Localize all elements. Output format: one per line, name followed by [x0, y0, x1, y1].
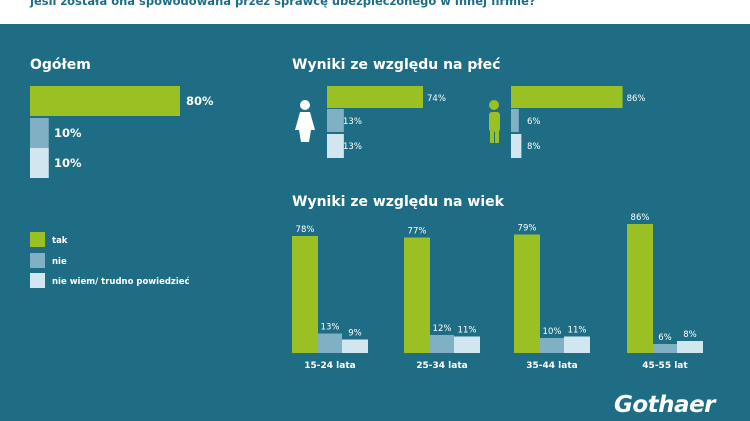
gender-title: Wyniki ze względu na płeć — [292, 57, 501, 73]
age-value-label-2-1: 10% — [543, 327, 562, 337]
legend-label-1: nie — [52, 257, 67, 267]
age-title: Wyniki ze względu na wiek — [292, 194, 504, 210]
age-bar-1-0 — [404, 237, 430, 353]
legend-swatch-0 — [30, 232, 45, 247]
age-value-label-0-2: 9% — [348, 329, 362, 339]
gender-bar-male-icon-1 — [511, 109, 519, 132]
age-category-label-0: 15-24 lata — [304, 361, 355, 371]
age-bar-2-2 — [564, 336, 590, 353]
overall-bar-2 — [30, 148, 49, 178]
overall-title: Ogółem — [30, 57, 91, 73]
overall-value-label-2: 10% — [54, 156, 82, 170]
age-bar-0-0 — [292, 236, 318, 353]
age-bar-3-2 — [677, 341, 703, 353]
question-band — [0, 0, 750, 24]
age-value-label-3-2: 8% — [683, 330, 697, 340]
age-category-label-1: 25-34 lata — [416, 361, 467, 371]
overall-bar-1 — [30, 118, 49, 148]
gender-bar-male-icon-0 — [511, 86, 623, 108]
age-bar-3-1 — [653, 344, 677, 353]
gender-value-label-female-icon-0: 74% — [427, 94, 446, 104]
gender-value-label-female-icon-2: 13% — [343, 142, 362, 152]
age-value-label-1-0: 77% — [408, 227, 427, 237]
age-value-label-3-1: 6% — [658, 333, 672, 343]
age-value-label-2-2: 11% — [568, 326, 587, 336]
age-bar-2-1 — [540, 338, 564, 353]
male-icon — [489, 100, 500, 143]
age-bar-0-1 — [318, 333, 342, 353]
legend-swatch-2 — [30, 273, 45, 288]
gender-value-label-male-icon-1: 6% — [527, 117, 541, 127]
age-value-label-3-0: 86% — [631, 213, 650, 223]
female-icon — [295, 100, 315, 142]
age-value-label-2-0: 79% — [518, 224, 537, 234]
gender-bar-male-icon-2 — [511, 134, 522, 158]
age-category-label-3: 45-55 lat — [642, 361, 688, 371]
age-value-label-0-0: 78% — [296, 225, 315, 235]
age-category-label-2: 35-44 lata — [526, 361, 577, 371]
legend-label-0: tak — [52, 236, 68, 246]
gender-bar-female-icon-0 — [327, 86, 423, 108]
gender-value-label-female-icon-1: 13% — [343, 117, 362, 127]
gender-value-label-male-icon-0: 86% — [627, 94, 646, 104]
legend-swatch-1 — [30, 253, 45, 268]
gender-bar-female-icon-2 — [327, 134, 344, 158]
age-bar-0-2 — [342, 339, 368, 353]
age-value-label-0-1: 13% — [321, 323, 340, 333]
overall-bar-0 — [30, 86, 180, 116]
gender-value-label-male-icon-2: 8% — [527, 142, 541, 152]
age-bar-1-1 — [430, 335, 454, 353]
overall-value-label-0: 80% — [186, 94, 214, 108]
gender-bar-female-icon-1 — [327, 109, 344, 132]
legend-label-2: nie wiem/ trudno powiedzieć — [52, 276, 190, 287]
survey-question: jeśli została ona spowodowana przez spra… — [30, 0, 536, 8]
overall-value-label-1: 10% — [54, 126, 82, 140]
age-bar-2-0 — [514, 234, 540, 353]
age-value-label-1-1: 12% — [433, 324, 452, 334]
gothaer-logo: Gothaer — [614, 392, 716, 418]
age-value-label-1-2: 11% — [458, 326, 477, 336]
age-bar-1-2 — [454, 336, 480, 353]
age-bar-3-0 — [627, 224, 653, 353]
